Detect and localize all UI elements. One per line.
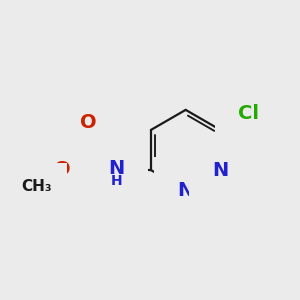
Text: O: O bbox=[54, 160, 70, 179]
Text: O: O bbox=[80, 113, 97, 132]
Text: N: N bbox=[212, 160, 229, 180]
Text: N: N bbox=[178, 181, 194, 200]
Text: Cl: Cl bbox=[238, 104, 259, 123]
Text: H: H bbox=[111, 174, 122, 188]
Text: CH₃: CH₃ bbox=[21, 179, 51, 194]
Text: N: N bbox=[109, 159, 125, 178]
